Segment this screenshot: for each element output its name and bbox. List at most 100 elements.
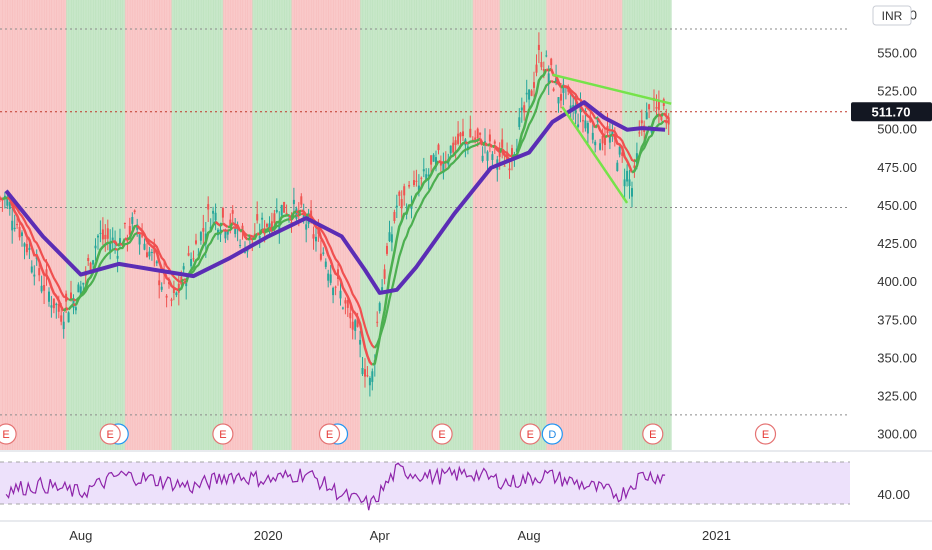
trend-band — [259, 0, 263, 450]
price-tick-label: 550.00 — [877, 45, 917, 60]
ema-mid-line — [271, 218, 290, 232]
earnings-marker[interactable] — [318, 423, 341, 445]
trend-band — [249, 0, 253, 450]
ema-mid-line — [563, 85, 597, 119]
candle-body — [452, 142, 455, 153]
ema-mid-line — [7, 197, 70, 301]
trend-band — [352, 0, 356, 450]
rsi-panel — [0, 455, 850, 515]
currency-badge[interactable]: INR — [872, 5, 912, 26]
candle-body — [30, 266, 33, 273]
trend-band — [188, 0, 192, 450]
candle-body — [361, 368, 364, 375]
trend-band — [404, 0, 408, 450]
ema-fast-line — [74, 240, 114, 306]
trend-band — [164, 0, 168, 450]
ema-fast-line — [249, 237, 253, 241]
trend-band — [117, 0, 121, 450]
candle-body — [601, 135, 604, 144]
candle-body — [341, 307, 344, 309]
earnings-marker[interactable] — [99, 423, 121, 445]
ema-fast-line — [478, 138, 484, 145]
dividend-marker[interactable] — [541, 423, 563, 445]
ema-fast-line — [443, 141, 466, 164]
candle-body — [62, 321, 65, 330]
ema-mid-line — [249, 234, 255, 238]
candle-body — [393, 212, 396, 221]
candle-body — [530, 90, 533, 96]
candle-body — [111, 237, 114, 240]
trend-band — [17, 0, 21, 450]
candle-body — [503, 165, 506, 167]
candle-body — [275, 209, 278, 213]
trend-band — [325, 0, 329, 450]
rsi-band — [0, 462, 850, 504]
trend-band — [149, 0, 153, 450]
trend-band — [426, 0, 430, 450]
candle-body — [285, 212, 288, 215]
candle-body — [623, 179, 626, 187]
candle-body — [18, 226, 21, 238]
trend-band — [502, 0, 506, 450]
trend-band — [68, 0, 72, 450]
candle-body — [324, 261, 327, 267]
trend-band — [656, 0, 660, 450]
trend-band — [597, 0, 601, 450]
earnings-marker-label: E — [527, 429, 534, 441]
candle-body — [560, 94, 562, 101]
candle-body — [248, 235, 251, 239]
trend-band — [347, 0, 351, 450]
trend-band — [636, 0, 640, 450]
ema-fast-line — [658, 113, 663, 118]
trend-band — [548, 0, 552, 450]
earnings-marker[interactable] — [642, 423, 664, 445]
trend-band — [7, 0, 11, 450]
upper-trendline[interactable] — [552, 73, 672, 105]
ema-fast-line — [662, 112, 670, 120]
earnings-marker[interactable] — [754, 423, 777, 445]
last-price-label: 511.70 — [871, 104, 910, 119]
candle-body — [1, 199, 4, 201]
trend-band — [551, 0, 555, 450]
price-axis: 575.00550.00525.00500.00475.00450.00425.… — [877, 7, 917, 441]
trend-band — [298, 0, 302, 450]
ema-fast-line — [579, 105, 597, 129]
candle-body — [371, 371, 374, 382]
trend-band — [110, 0, 114, 450]
trend-band — [208, 0, 212, 450]
earnings-marker[interactable] — [519, 423, 541, 445]
trend-band — [124, 0, 128, 450]
trend-band — [516, 0, 520, 450]
trend-band — [127, 0, 131, 450]
candle-body — [386, 245, 388, 254]
trend-band — [66, 0, 70, 450]
trend-band — [73, 0, 77, 450]
trend-band — [144, 0, 148, 450]
earnings-marker[interactable] — [0, 423, 17, 445]
candle-body — [280, 205, 283, 216]
candle-body — [577, 124, 580, 127]
candle-body — [300, 196, 303, 205]
ema-mid-line — [180, 278, 185, 283]
trend-band — [191, 0, 195, 450]
candle-body — [582, 120, 584, 122]
trend-band — [632, 0, 635, 450]
trend-band — [482, 0, 486, 450]
candle-body — [395, 205, 398, 208]
trend-band — [203, 0, 207, 450]
lower-trendline[interactable] — [561, 106, 629, 204]
candle-body — [631, 188, 633, 197]
trend-band — [80, 0, 84, 450]
candle-body — [400, 199, 403, 209]
time-tick-label: Aug — [69, 528, 92, 543]
ema-fast-line — [227, 222, 234, 229]
candle-body — [119, 238, 121, 246]
earnings-marker[interactable] — [212, 423, 234, 445]
candle-body — [638, 132, 641, 134]
candle-body — [537, 44, 540, 50]
candle-body — [344, 300, 347, 304]
earnings-marker[interactable] — [431, 423, 453, 445]
trend-band — [602, 0, 606, 450]
currency-badge-label: INR — [882, 9, 903, 23]
